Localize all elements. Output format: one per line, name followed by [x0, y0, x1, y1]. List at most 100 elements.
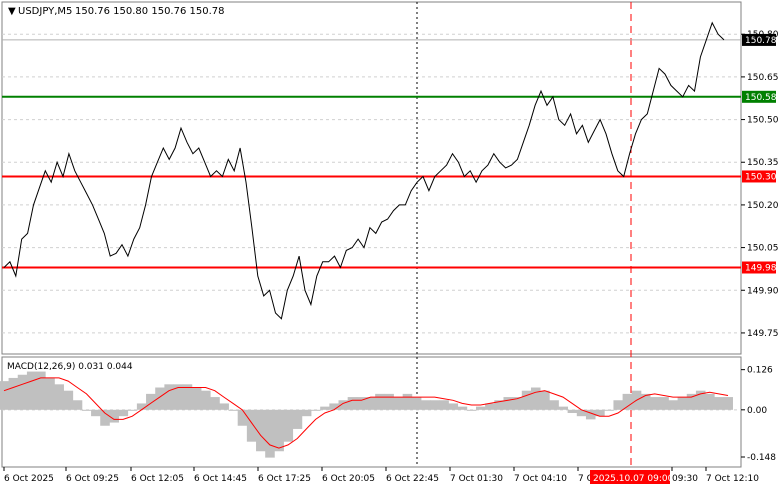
macd-histogram-bar [558, 406, 569, 410]
macd-histogram-bar [136, 403, 147, 410]
price-tick-label: 149.75 [747, 329, 779, 339]
macd-histogram-bar [329, 403, 339, 410]
level-price-label: 149.98 [745, 264, 777, 274]
time-tick-label: 6 Oct 09:25 [66, 474, 119, 484]
macd-histogram-bar [640, 393, 651, 410]
macd-histogram-bar [311, 409, 321, 411]
macd-histogram-bar [127, 409, 138, 411]
macd-histogram-bar [576, 409, 587, 417]
collapse-arrow-icon[interactable]: ▼ [8, 6, 16, 17]
level-price-label: 150.30 [745, 172, 777, 182]
price-tick-label: 150.35 [747, 158, 779, 168]
macd-axis: 0.126 0.00 -0.148 [741, 366, 776, 463]
macd-histogram-bar [549, 400, 559, 410]
macd-histogram-bar [81, 409, 92, 411]
macd-histogram-bar [182, 384, 193, 410]
macd-histogram-bar [466, 409, 477, 411]
macd-histogram-bar [686, 393, 697, 410]
macd-histogram-bar [366, 397, 376, 410]
macd-histogram-bar [338, 400, 349, 410]
macd-histogram-bar [320, 406, 330, 410]
macd-histogram-bar [705, 393, 715, 410]
macd-histogram-bar [585, 409, 596, 420]
time-tick-label: 6 Oct 17:25 [258, 474, 311, 484]
time-tick-label: 7 Oct 04:10 [514, 474, 567, 484]
macd-histogram-bar [512, 397, 523, 410]
macd-histogram-bar [191, 387, 202, 410]
ohlc-values: 150.76 150.80 150.76 150.78 [75, 6, 225, 17]
time-tick-label: 7 Oct 01:30 [450, 474, 503, 484]
current-price-label: 150.78 [745, 36, 777, 46]
macd-histogram-bar [201, 390, 211, 410]
macd-histogram-bar [530, 387, 541, 410]
macd-histogram-bar [356, 397, 367, 410]
macd-indicator-label: MACD(12,26,9) 0.031 0.044 [7, 362, 133, 372]
macd-histogram-bar [45, 377, 55, 410]
macd-histogram-bar [521, 390, 532, 410]
macd-histogram-bar [210, 397, 220, 410]
macd-histogram-bar [485, 403, 495, 410]
price-tick-label: 150.05 [747, 244, 779, 254]
price-tick-label: 149.90 [747, 286, 779, 296]
price-tick-label: 150.20 [747, 201, 779, 211]
macd-histogram-bar [219, 403, 229, 410]
macd-histogram-bar [475, 406, 486, 410]
price-tick-label: 150.80 [747, 30, 779, 40]
macd-histogram-bar [622, 393, 633, 410]
macd-histogram-bar [567, 409, 578, 413]
macd-histogram-bar [237, 409, 248, 426]
macd-histogram-bar [677, 397, 688, 410]
macd-histogram-bar [26, 371, 37, 410]
price-tick-label: 150.65 [747, 73, 779, 83]
level-price-label: 150.58 [745, 93, 777, 103]
macd-histogram-bar [402, 393, 413, 410]
macd-histogram-bar [347, 397, 358, 410]
macd-histogram-bar [100, 409, 110, 426]
time-axis: 6 Oct 2025 6 Oct 09:25 6 Oct 12:05 6 Oct 14… [3, 467, 759, 484]
time-tick-label: 09:30 [672, 474, 698, 484]
macd-histogram-bar [457, 406, 468, 410]
macd-signal-line [3, 377, 729, 449]
vertical-markers [416, 2, 632, 467]
macd-histogram-bar [146, 393, 156, 410]
macd-histogram-bar [292, 409, 303, 429]
macd-histogram-bar [118, 409, 129, 417]
macd-histogram-bar [540, 390, 550, 410]
macd-histogram-bar [659, 397, 669, 410]
current-price-badge [742, 33, 776, 46]
macd-histogram-bar [375, 393, 385, 410]
macd-histogram-bar [430, 400, 440, 410]
price-tick-label: 150.50 [747, 116, 779, 126]
price-axis: 150.80 150.65 150.50 150.35 150.20 150.05 149.… [741, 30, 779, 339]
macd-histogram-bar [613, 400, 624, 410]
time-tick-label: 6 Oct 22:45 [386, 474, 439, 484]
time-marker-label: 2025.10.07 09:00 [593, 474, 674, 484]
macd-histogram-bar [503, 397, 514, 410]
level-price-badge [742, 261, 776, 274]
macd-histogram-bar [72, 400, 83, 410]
time-tick-label: 7 Oct 12:10 [706, 474, 759, 484]
macd-histogram-bar [411, 397, 422, 410]
macd-histogram-bar [173, 384, 184, 410]
macd-histogram-bar [109, 409, 119, 423]
macd-histogram-bar [301, 409, 312, 417]
horizontal-levels[interactable]: 150.58 150.30 149.98 150.78 [2, 33, 777, 274]
macd-histogram-bar [393, 397, 404, 410]
macd-histogram-bar [36, 371, 46, 410]
macd-histogram-bar [384, 393, 394, 410]
macd-histogram-bar [604, 409, 614, 411]
macd-histogram-bar [256, 409, 266, 452]
time-tick-label: 6 Oct 14:45 [194, 474, 247, 484]
macd-histogram-bar [283, 409, 294, 442]
macd-histogram-bar [274, 409, 284, 452]
time-tick-label: 6 Oct 2025 [4, 474, 54, 484]
macd-histogram-bar [695, 390, 706, 410]
macd-tick-label: 0.00 [747, 406, 767, 416]
macd-histogram-bar [650, 397, 660, 410]
level-price-badge [742, 90, 776, 103]
price-panel-frame [1, 1, 742, 355]
macd-histogram-bar [420, 400, 431, 410]
macd-histogram-bar [439, 400, 449, 410]
